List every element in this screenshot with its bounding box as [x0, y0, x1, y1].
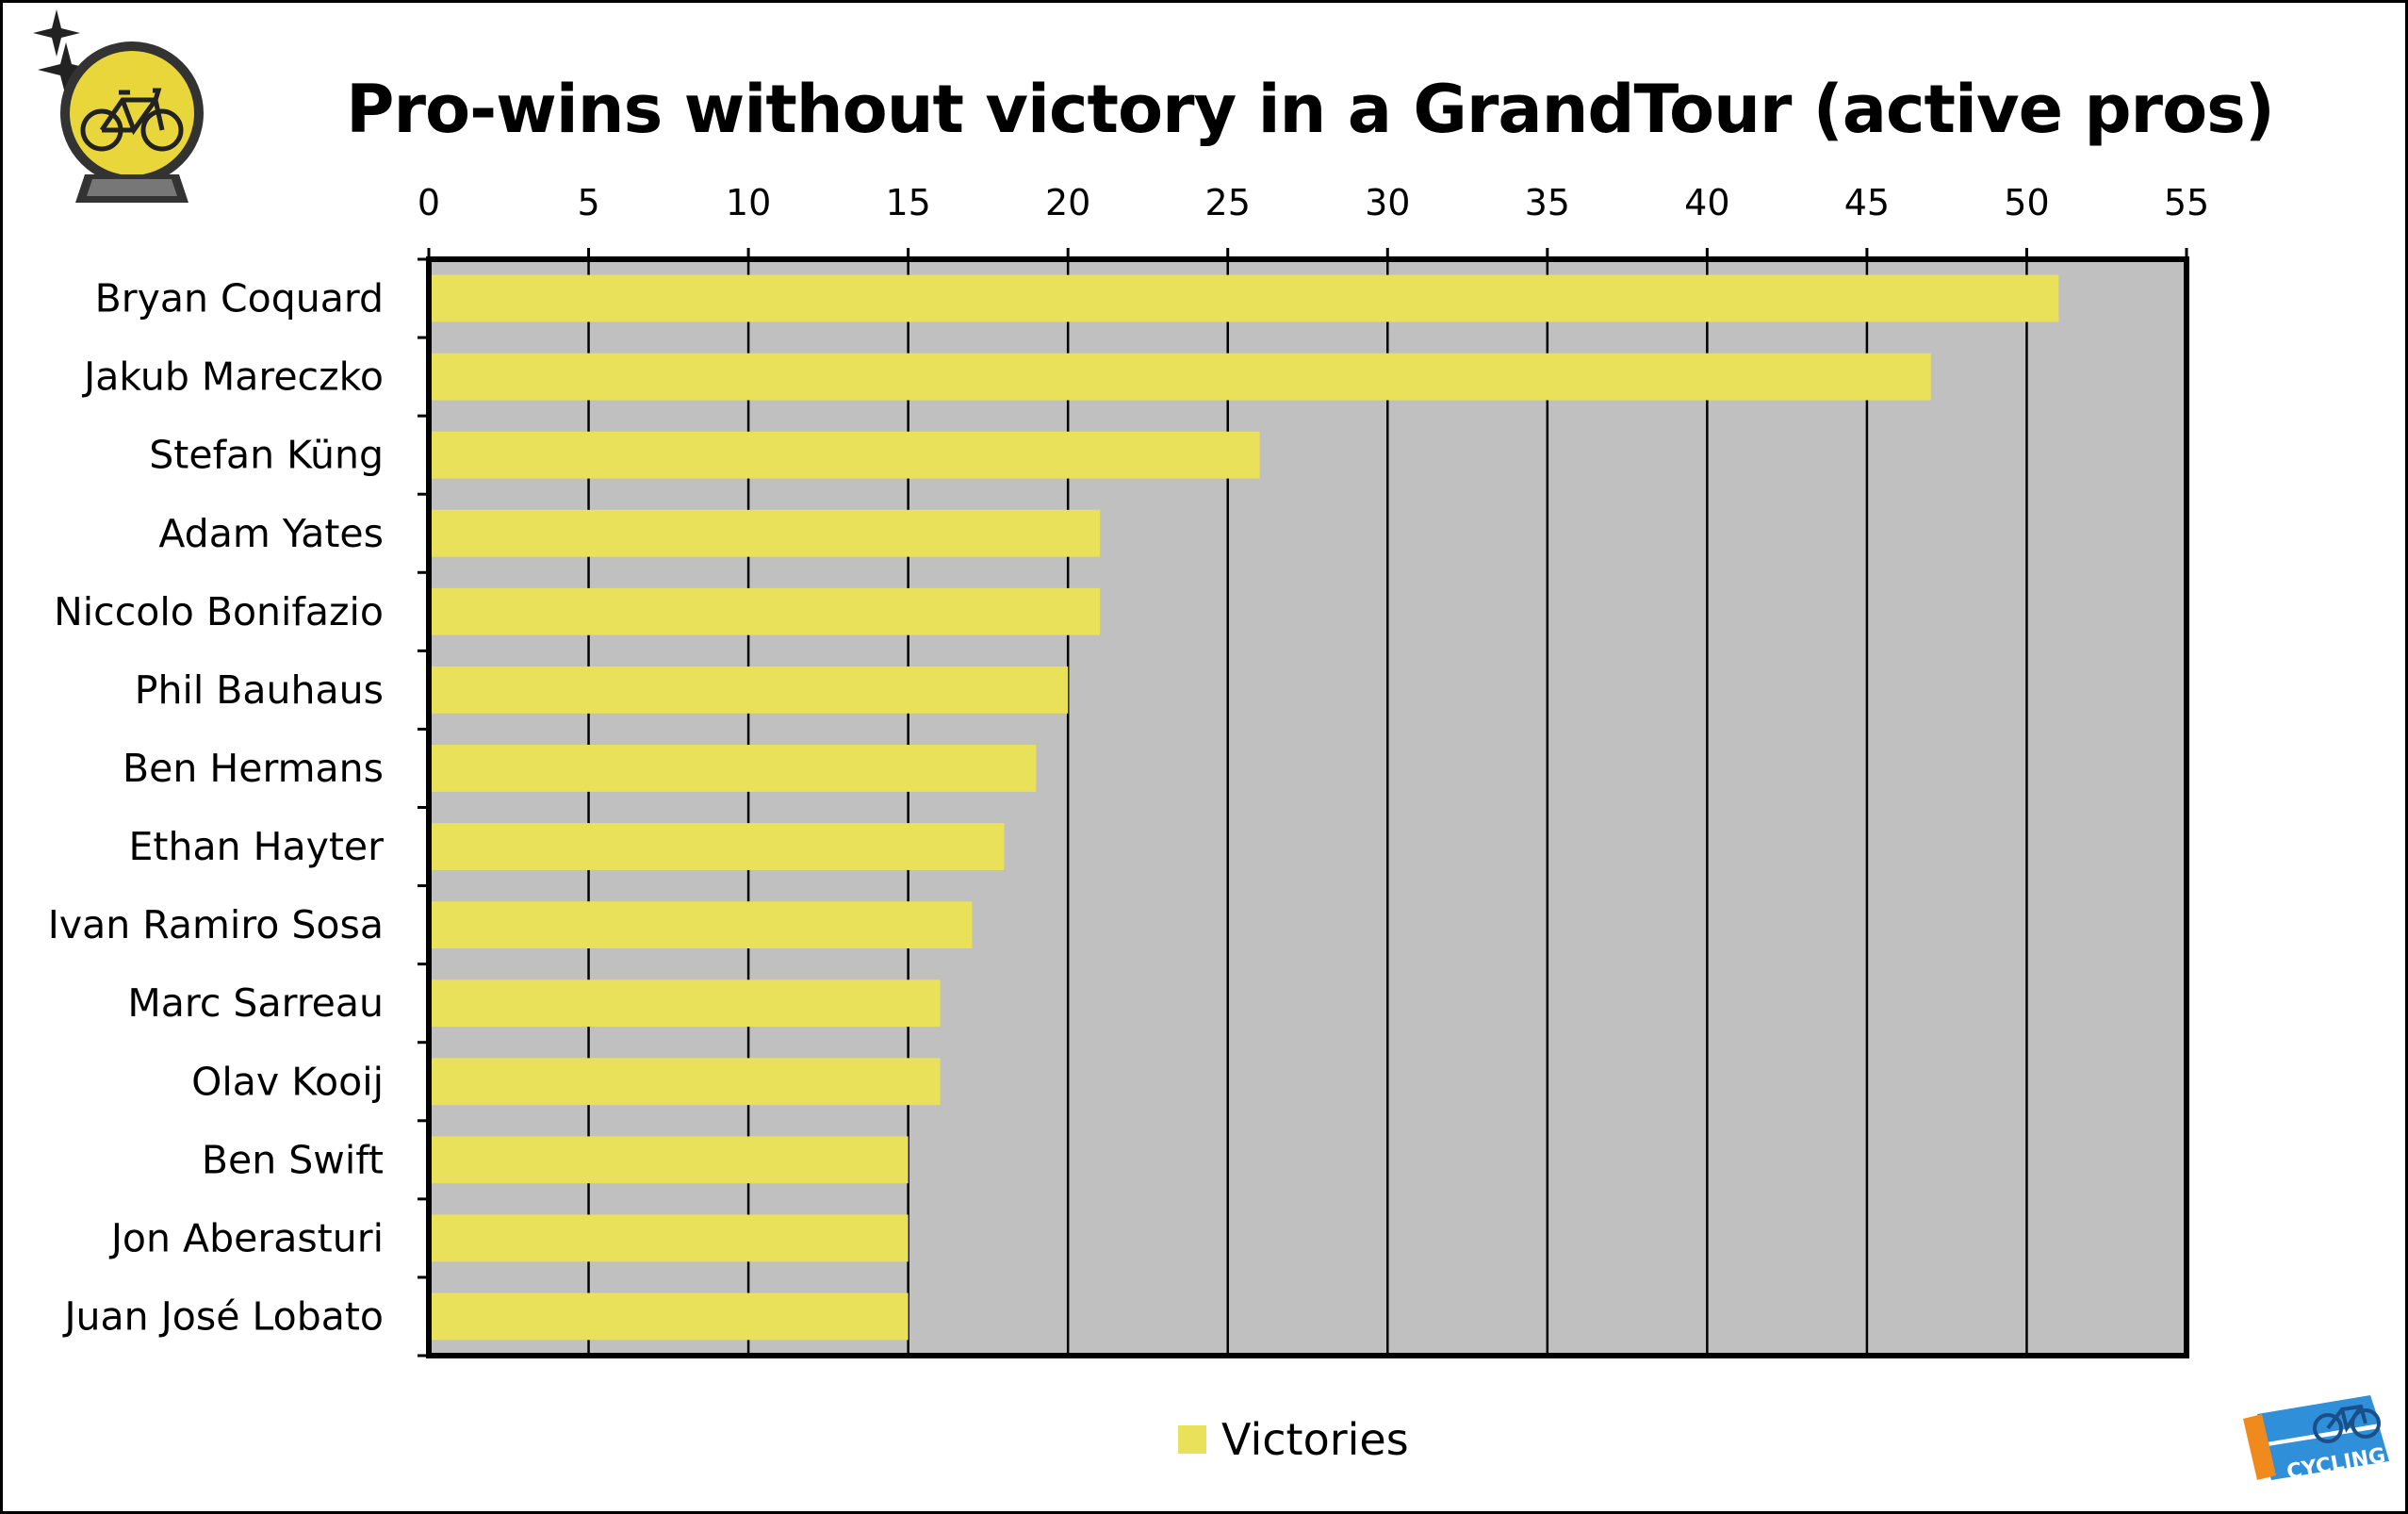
plot-area: [429, 259, 2187, 1356]
bar-8: [429, 901, 973, 949]
x-tick-label-7: 35: [1525, 182, 1570, 223]
x-tick-label-0: 0: [418, 182, 440, 223]
bar-0: [429, 274, 2059, 322]
category-label-10: Olav Kooij: [191, 1059, 384, 1104]
x-tick-label-10: 50: [2004, 182, 2049, 223]
cycling-statistics-logo: CYCLING STATISTICS: [2243, 1395, 2403, 1504]
category-label-6: Ben Hermans: [123, 746, 384, 791]
category-label-7: Ethan Hayter: [129, 824, 385, 869]
category-label-12: Jon Aberasturi: [108, 1215, 384, 1260]
bar-4: [429, 587, 1101, 635]
x-tick-label-5: 25: [1205, 182, 1251, 223]
x-tick-label-8: 40: [1684, 182, 1729, 223]
x-tick-label-11: 55: [2164, 182, 2209, 223]
bicycle-crystal-ball-icon: [33, 9, 204, 203]
legend: Victories: [1178, 1414, 1409, 1465]
x-tick-label-1: 5: [577, 182, 599, 223]
bar-7: [429, 823, 1005, 870]
x-tick-label-4: 20: [1045, 182, 1090, 223]
category-label-11: Ben Swift: [202, 1137, 384, 1182]
bar-10: [429, 1058, 941, 1106]
category-label-1: Jakub Mareczko: [81, 354, 384, 400]
category-label-8: Ivan Ramiro Sosa: [48, 902, 384, 947]
x-tick-label-9: 45: [1844, 182, 1890, 223]
bar-5: [429, 666, 1069, 714]
category-label-0: Bryan Coquard: [95, 276, 384, 321]
bar-6: [429, 745, 1037, 792]
bar-2: [429, 431, 1260, 479]
bar-13: [429, 1292, 909, 1341]
bar-9: [429, 979, 941, 1028]
chart-title: Pro-wins without victory in a GrandTour …: [346, 71, 2275, 148]
x-tick-label-6: 30: [1365, 182, 1410, 223]
legend-swatch: [1178, 1425, 1206, 1454]
x-tick-label-2: 10: [726, 182, 771, 223]
category-label-13: Juan José Lobato: [61, 1293, 384, 1339]
x-tick-label-3: 15: [885, 182, 930, 223]
category-label-3: Adam Yates: [158, 511, 384, 556]
plot-border: [426, 256, 2189, 1358]
category-label-2: Stefan Küng: [149, 433, 384, 478]
bar-1: [429, 353, 1931, 401]
category-label-5: Phil Bauhaus: [135, 667, 384, 713]
bar-12: [429, 1214, 909, 1262]
bar-3: [429, 509, 1101, 557]
bar-11: [429, 1136, 909, 1184]
category-label-4: Niccolo Bonifazio: [54, 589, 384, 634]
category-label-9: Marc Sarreau: [127, 980, 384, 1026]
legend-label: Victories: [1221, 1414, 1409, 1465]
